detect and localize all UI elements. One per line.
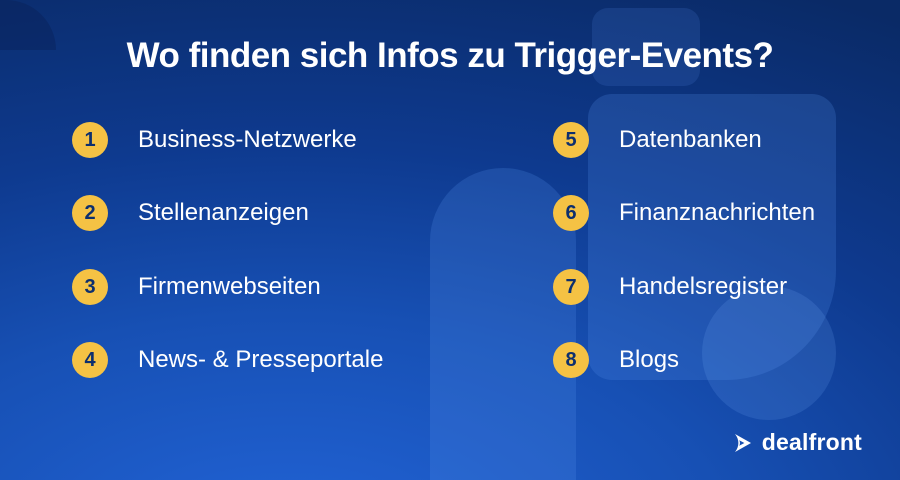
- number-badge: 1: [72, 122, 108, 158]
- item-label: Datenbanken: [619, 126, 762, 153]
- number-badge: 6: [553, 195, 589, 231]
- dealfront-logo-text: dealfront: [761, 429, 862, 455]
- number-badge: 7: [553, 269, 589, 305]
- list-item: 6 Finanznachrichten: [553, 195, 815, 231]
- number-badge: 3: [72, 269, 108, 305]
- item-label: Firmenwebseiten: [138, 273, 321, 300]
- item-label: Handelsregister: [619, 273, 788, 300]
- item-label: Stellenanzeigen: [138, 199, 309, 226]
- list-item: 3 Firmenwebseiten: [72, 269, 321, 305]
- page-title: Wo finden sich Infos zu Trigger-Events?: [126, 36, 774, 75]
- dealfront-logo-icon: [734, 433, 751, 452]
- item-label: Business-Netzwerke: [138, 126, 357, 153]
- list-item: 2 Stellenanzeigen: [72, 195, 309, 231]
- decor-pill-shape: [430, 168, 576, 480]
- number-badge: 4: [72, 342, 108, 378]
- list-item: 7 Handelsregister: [553, 269, 787, 305]
- list-item: 8 Blogs: [553, 342, 679, 378]
- item-label: Blogs: [619, 346, 680, 373]
- list-item: 5 Datenbanken: [553, 122, 762, 158]
- number-badge: 5: [553, 122, 589, 158]
- list-item: 4 News- & Presseportale: [72, 342, 383, 378]
- number-badge: 2: [72, 195, 108, 231]
- item-label: News- & Presseportale: [138, 346, 384, 373]
- item-label: Finanznachrichten: [619, 199, 816, 226]
- decor-square-shape: [592, 8, 700, 86]
- decor-circle-shape: [702, 286, 836, 420]
- number-badge: 8: [553, 342, 589, 378]
- list-item: 1 Business-Netzwerke: [72, 122, 357, 158]
- dealfront-logo: dealfront: [732, 429, 862, 456]
- decor-block-shape: [588, 94, 836, 380]
